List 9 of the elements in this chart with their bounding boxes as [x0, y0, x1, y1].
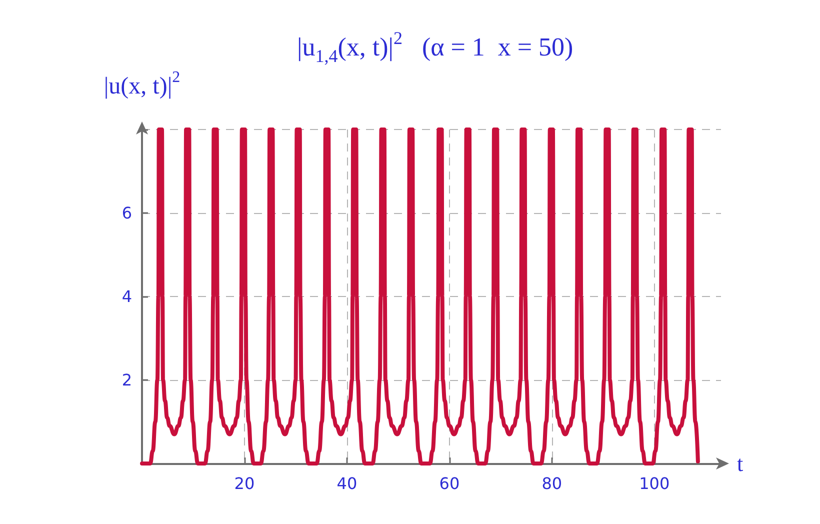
- x-tick-label: 60: [439, 474, 460, 493]
- x-axis-title: t: [737, 451, 744, 476]
- x-tick-label: 40: [336, 474, 358, 493]
- x-tick-label: 80: [542, 474, 562, 493]
- x-tick-label: 100: [639, 474, 670, 493]
- y-tick-label: 2: [122, 370, 132, 390]
- x-tick-label: 20: [234, 474, 255, 493]
- y-tick-label: 4: [122, 287, 132, 306]
- y-tick-label: 6: [122, 204, 132, 222]
